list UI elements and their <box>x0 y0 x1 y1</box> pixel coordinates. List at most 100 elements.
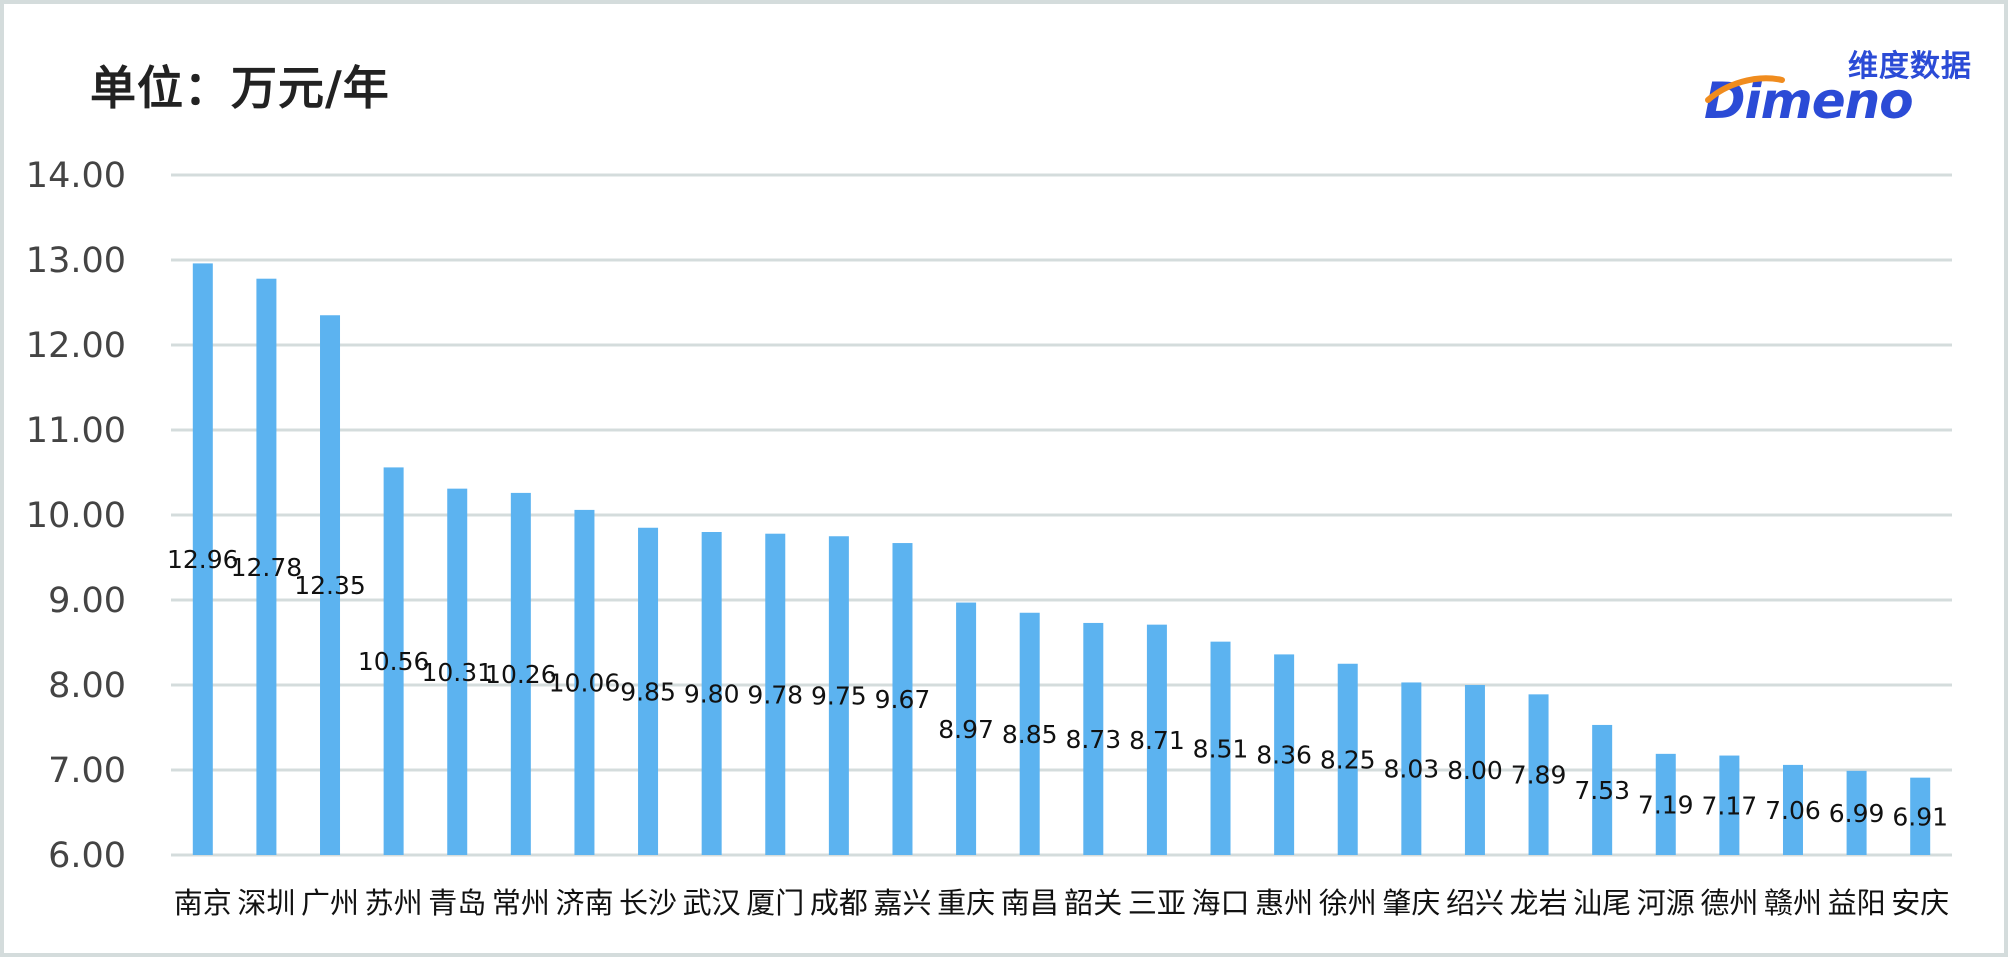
bar-22 <box>1592 724 1613 855</box>
data-label: 10.31 <box>421 658 493 687</box>
x-tick-label: 汕尾 <box>1573 886 1631 920</box>
bar-23 <box>1655 753 1676 855</box>
data-label: 12.78 <box>231 553 303 582</box>
data-label: 8.00 <box>1447 756 1503 785</box>
bar-15 <box>1146 624 1167 855</box>
data-label: 6.91 <box>1892 802 1948 831</box>
data-label: 8.97 <box>938 715 994 744</box>
x-tick-label: 河源 <box>1637 886 1695 920</box>
x-tick-label: 德州 <box>1700 886 1758 920</box>
data-label: 10.56 <box>358 647 430 676</box>
bar-0 <box>192 263 213 855</box>
data-label: 9.78 <box>747 680 803 709</box>
x-tick-label: 广州 <box>301 886 359 920</box>
logo-swoosh-icon <box>1705 75 1785 103</box>
bar-20 <box>1464 685 1485 855</box>
logo-cn-text: 维度数据 <box>1848 49 1972 84</box>
data-label: 9.67 <box>875 685 931 714</box>
data-label: 8.25 <box>1320 745 1376 774</box>
y-tick-label: 13.00 <box>26 241 126 281</box>
y-tick-label: 9.00 <box>48 581 126 621</box>
x-tick-label: 惠州 <box>1255 886 1313 920</box>
x-tick-label: 南京 <box>174 886 232 920</box>
x-tick-label: 常州 <box>492 886 550 920</box>
data-label: 9.85 <box>620 677 676 706</box>
bar-19 <box>1401 682 1422 855</box>
data-label: 8.71 <box>1129 726 1185 755</box>
x-tick-label: 肇庆 <box>1382 886 1440 920</box>
x-axis-ticks: 南京 深圳 广州 苏州 青岛 常州 济南 长沙 武汉 厦门 成都 嘉兴 重庆 南昌 韶关 三亚 海口 惠州 徐州 肇庆… <box>174 886 1949 920</box>
y-tick-label: 11.00 <box>26 411 126 451</box>
y-tick-label: 10.00 <box>26 496 126 536</box>
x-tick-label: 深圳 <box>237 886 295 920</box>
x-tick-label: 绍兴 <box>1446 886 1504 920</box>
data-label: 8.73 <box>1065 725 1121 754</box>
bar-12 <box>956 602 977 855</box>
x-tick-label: 武汉 <box>683 886 741 920</box>
bar-9 <box>765 533 786 855</box>
bar-5 <box>510 492 531 855</box>
x-tick-label: 韶关 <box>1064 886 1122 920</box>
bar-7 <box>638 527 659 855</box>
x-tick-label: 厦门 <box>746 886 804 920</box>
x-tick-label: 青岛 <box>428 886 486 920</box>
bar-16 <box>1210 641 1231 855</box>
x-tick-label: 海口 <box>1192 886 1250 920</box>
data-label: 7.89 <box>1511 761 1567 790</box>
data-label: 10.26 <box>485 660 557 689</box>
data-label: 7.53 <box>1574 776 1630 805</box>
bar-18 <box>1337 663 1358 855</box>
y-tick-label: 6.00 <box>48 836 126 876</box>
bar-2 <box>320 315 341 855</box>
x-tick-label: 长沙 <box>619 886 677 920</box>
bar-4 <box>447 488 468 855</box>
y-tick-label: 8.00 <box>48 666 126 706</box>
x-tick-label: 嘉兴 <box>873 886 931 920</box>
bar-14 <box>1083 622 1104 855</box>
data-label: 12.35 <box>294 571 366 600</box>
bar-chart: 14.00 13.00 12.00 11.00 10.00 9.00 8.00 7.00 6.0… <box>26 156 1952 920</box>
x-tick-label: 龙岩 <box>1510 886 1568 920</box>
bar-3 <box>383 467 404 855</box>
bar-11 <box>892 543 913 855</box>
bar-26 <box>1846 770 1867 855</box>
data-label: 8.85 <box>1002 720 1058 749</box>
y-axis-ticks: 14.00 13.00 12.00 11.00 10.00 9.00 8.00 7.00 6.0… <box>26 156 126 876</box>
bar-6 <box>574 509 595 855</box>
unit-title: 单位：万元/年 <box>90 61 390 115</box>
bar-17 <box>1274 654 1295 855</box>
bar-27 <box>1910 777 1931 855</box>
data-label: 12.96 <box>167 545 239 574</box>
data-label: 7.19 <box>1638 790 1694 819</box>
data-label: 7.06 <box>1765 796 1821 825</box>
data-label: 10.06 <box>549 668 621 697</box>
x-tick-label: 重庆 <box>937 886 995 920</box>
bar-10 <box>828 536 849 855</box>
x-tick-label: 南昌 <box>1001 886 1059 920</box>
bar-25 <box>1782 764 1803 855</box>
x-tick-label: 三亚 <box>1128 886 1186 920</box>
x-tick-label: 济南 <box>555 886 613 920</box>
y-tick-label: 7.00 <box>48 751 126 791</box>
x-tick-label: 赣州 <box>1764 886 1822 920</box>
data-label: 6.99 <box>1829 799 1885 828</box>
bar-21 <box>1528 694 1549 855</box>
x-tick-label: 成都 <box>810 886 868 920</box>
data-label: 8.36 <box>1256 741 1312 770</box>
x-tick-label: 益阳 <box>1828 886 1886 920</box>
bar-24 <box>1719 755 1740 855</box>
gridlines <box>171 173 1952 857</box>
bar-13 <box>1019 612 1040 855</box>
data-label: 7.17 <box>1702 791 1758 820</box>
x-tick-label: 苏州 <box>365 886 423 920</box>
dimeno-logo: 维度数据 Dimeno <box>1704 49 1972 124</box>
data-label: 8.51 <box>1193 734 1249 763</box>
y-tick-label: 12.00 <box>26 326 126 366</box>
bar-8 <box>701 532 722 855</box>
bar-1 <box>256 278 277 855</box>
data-label: 8.03 <box>1384 755 1440 784</box>
x-tick-label: 安庆 <box>1891 886 1949 920</box>
data-label: 9.80 <box>684 680 740 709</box>
